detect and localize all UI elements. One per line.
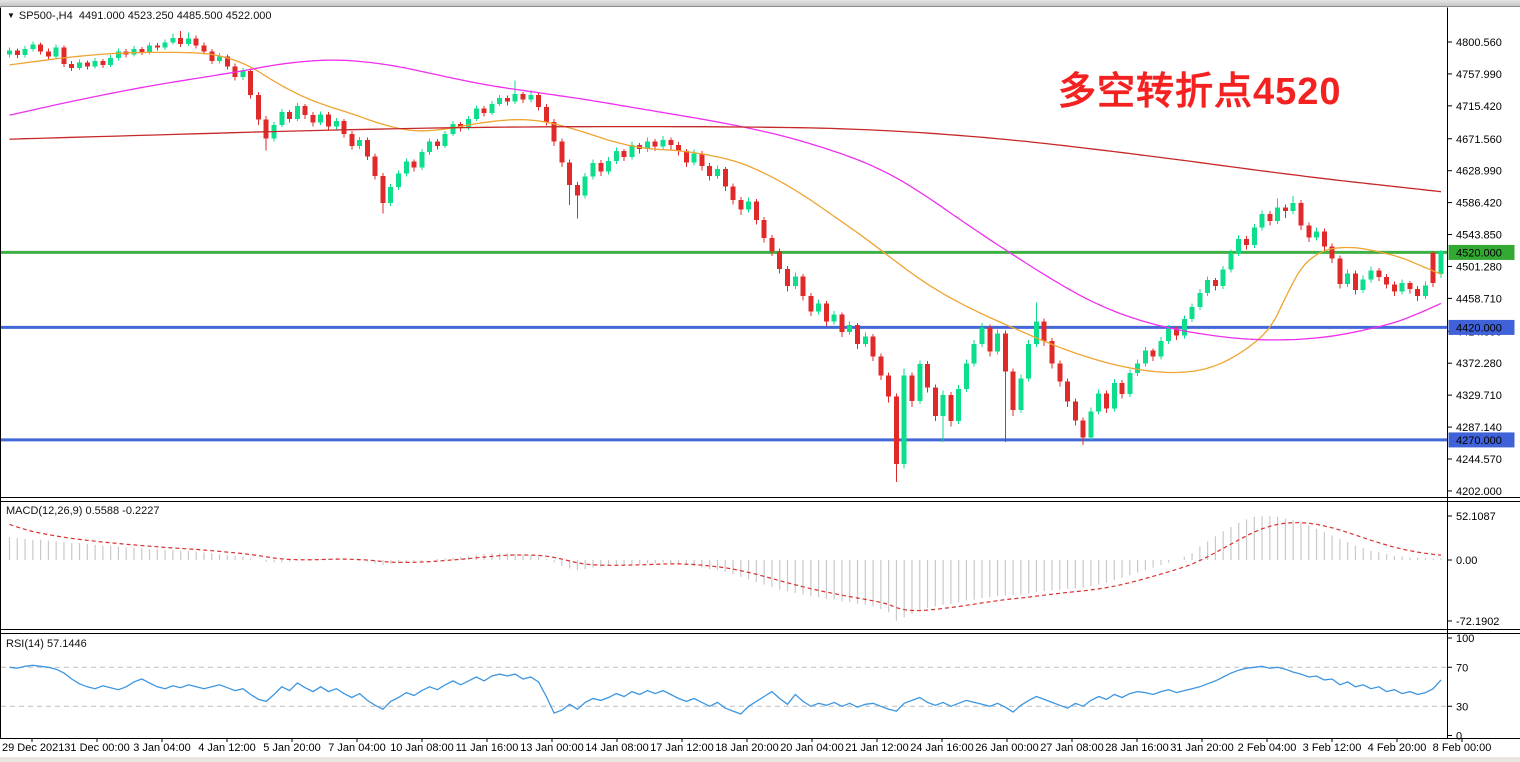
svg-text:31 Jan 20:00: 31 Jan 20:00 bbox=[1170, 742, 1234, 754]
rsi-pane bbox=[1, 664, 1447, 715]
macd-pane bbox=[8, 516, 1442, 621]
ma-fast bbox=[9, 51, 1442, 374]
svg-text:3 Jan 04:00: 3 Jan 04:00 bbox=[133, 742, 191, 754]
svg-text:4458.710: 4458.710 bbox=[1456, 293, 1502, 305]
chart-header: ▼ SP500-,H4 4491.000 4523.250 4485.500 45… bbox=[7, 10, 272, 22]
window-top-strip bbox=[0, 0, 1520, 7]
svg-text:21 Jan 12:00: 21 Jan 12:00 bbox=[845, 742, 909, 754]
svg-text:0.00: 0.00 bbox=[1456, 555, 1477, 567]
svg-text:26 Jan 00:00: 26 Jan 00:00 bbox=[975, 742, 1039, 754]
svg-text:4 Jan 12:00: 4 Jan 12:00 bbox=[198, 742, 256, 754]
price-badge bbox=[1448, 244, 1515, 260]
macd-indicator-label: MACD(12,26,9) 0.5588 -0.2227 bbox=[6, 505, 160, 517]
price-badge bbox=[1448, 319, 1515, 335]
rsi-indicator-label: RSI(14) 57.1446 bbox=[6, 638, 87, 650]
svg-text:17 Jan 12:00: 17 Jan 12:00 bbox=[650, 742, 714, 754]
svg-text:4715.420: 4715.420 bbox=[1456, 101, 1502, 113]
svg-text:29 Dec 2021: 29 Dec 2021 bbox=[2, 742, 64, 754]
svg-text:8 Feb 00:00: 8 Feb 00:00 bbox=[1433, 742, 1492, 754]
svg-text:4757.990: 4757.990 bbox=[1456, 69, 1502, 81]
svg-text:4628.990: 4628.990 bbox=[1456, 166, 1502, 178]
svg-text:100: 100 bbox=[1456, 633, 1474, 645]
chart-text-annotation[interactable]: 多空转折点4520 bbox=[1058, 71, 1342, 113]
svg-text:30: 30 bbox=[1456, 701, 1468, 713]
svg-text:18 Jan 20:00: 18 Jan 20:00 bbox=[715, 742, 779, 754]
svg-text:70: 70 bbox=[1456, 662, 1468, 674]
svg-text:4586.420: 4586.420 bbox=[1456, 198, 1502, 210]
pane-borders bbox=[0, 7, 1520, 739]
svg-text:11 Jan 16:00: 11 Jan 16:00 bbox=[456, 742, 519, 754]
svg-text:4372.280: 4372.280 bbox=[1456, 358, 1502, 370]
symbol-dropdown-icon[interactable]: ▼ bbox=[7, 11, 15, 20]
svg-text:27 Jan 08:00: 27 Jan 08:00 bbox=[1040, 742, 1104, 754]
svg-text:-72.1902: -72.1902 bbox=[1456, 616, 1499, 628]
svg-text:2 Feb 04:00: 2 Feb 04:00 bbox=[1238, 742, 1297, 754]
symbol-label: SP500-,H4 bbox=[18, 10, 73, 22]
svg-text:31 Dec 00:00: 31 Dec 00:00 bbox=[64, 742, 129, 754]
svg-text:4520.000: 4520.000 bbox=[1456, 247, 1502, 259]
ma-mid bbox=[9, 59, 1442, 341]
indicator-scales[interactable]: 52.1087 0.00 -72.1902 100 70 30 0 bbox=[1447, 511, 1500, 743]
horizontal-lines bbox=[0, 250, 1447, 442]
macd-signal-line bbox=[9, 522, 1442, 612]
svg-text:28 Jan 16:00: 28 Jan 16:00 bbox=[1105, 742, 1169, 754]
svg-text:4671.560: 4671.560 bbox=[1456, 134, 1502, 146]
svg-text:4287.140: 4287.140 bbox=[1456, 422, 1502, 434]
svg-text:3 Feb 12:00: 3 Feb 12:00 bbox=[1303, 742, 1362, 754]
moving-averages-layer bbox=[9, 51, 1442, 374]
time-scale[interactable]: 29 Dec 2021 31 Dec 00:00 3 Jan 04:00 4 Jan … bbox=[2, 738, 1492, 755]
price-badge bbox=[1448, 432, 1515, 448]
svg-text:4202.000: 4202.000 bbox=[1456, 486, 1502, 498]
svg-text:4800.560: 4800.560 bbox=[1456, 37, 1502, 49]
svg-text:14 Jan 08:00: 14 Jan 08:00 bbox=[585, 742, 649, 754]
window-bottom-strip bbox=[0, 756, 1520, 762]
svg-text:4543.850: 4543.850 bbox=[1456, 230, 1502, 242]
svg-text:24 Jan 16:00: 24 Jan 16:00 bbox=[910, 742, 974, 754]
svg-text:4244.570: 4244.570 bbox=[1456, 454, 1502, 466]
ma-slow bbox=[9, 125, 1442, 193]
svg-text:4270.000: 4270.000 bbox=[1456, 435, 1502, 447]
svg-text:0: 0 bbox=[1456, 731, 1462, 743]
svg-text:5 Jan 20:00: 5 Jan 20:00 bbox=[263, 742, 321, 754]
svg-text:4501.280: 4501.280 bbox=[1456, 261, 1502, 273]
ohlc-values: 4491.000 4523.250 4485.500 4522.000 bbox=[78, 10, 272, 22]
svg-text:13 Jan 00:00: 13 Jan 00:00 bbox=[520, 742, 584, 754]
svg-text:4 Feb 20:00: 4 Feb 20:00 bbox=[1368, 742, 1427, 754]
svg-text:4329.710: 4329.710 bbox=[1456, 390, 1502, 402]
price-scale[interactable]: 4800.560 4757.990 4715.420 4671.560 4628.990… bbox=[1447, 37, 1515, 498]
svg-text:10 Jan 08:00: 10 Jan 08:00 bbox=[390, 742, 454, 754]
svg-text:4420.000: 4420.000 bbox=[1456, 322, 1502, 334]
svg-text:7 Jan 04:00: 7 Jan 04:00 bbox=[328, 742, 386, 754]
candles-layer bbox=[7, 31, 1444, 482]
svg-text:20 Jan 04:00: 20 Jan 04:00 bbox=[780, 742, 844, 754]
rsi-line bbox=[9, 664, 1442, 715]
svg-text:52.1087: 52.1087 bbox=[1456, 511, 1496, 523]
